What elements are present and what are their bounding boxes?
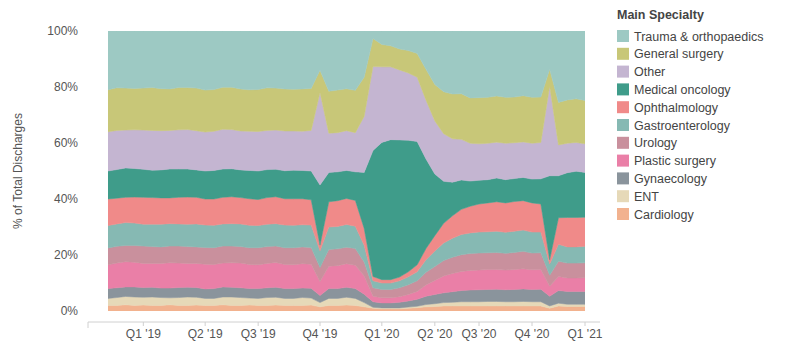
area: [108, 223, 585, 290]
legend-label: Ophthalmology: [634, 101, 719, 115]
x-tick: [381, 322, 382, 326]
x-tick: [143, 322, 144, 326]
legend-swatch: [617, 101, 629, 113]
x-axis-end: [88, 322, 89, 328]
legend-label: Urology: [634, 136, 678, 150]
legend-swatch: [617, 66, 629, 78]
x-tick: [320, 322, 321, 326]
chart: Q1 '19 Q2 '19 Q3 '19 Q4 '19 Q1 '20 Q2 '20 Q3 '…: [0, 0, 800, 355]
x-tick-label: Q2 '19: [188, 327, 223, 341]
x-tick-label: Q3 '19: [241, 327, 276, 341]
x-tick: [434, 322, 435, 326]
x-tick-label: Q4 '19: [303, 327, 338, 341]
legend-swatch: [617, 48, 629, 60]
legend-swatch: [617, 119, 629, 131]
x-tick: [205, 322, 206, 326]
legend-label: Trauma & orthopaedics: [634, 30, 763, 44]
legend-swatch: [617, 190, 629, 202]
legend-swatch: [617, 155, 629, 167]
y-tick-label: 100%: [47, 24, 78, 38]
area: [108, 287, 585, 308]
legend-swatch: [617, 137, 629, 149]
legend-label: General surgery: [634, 47, 724, 61]
legend-label: Gynaecology: [634, 172, 708, 186]
legend-label: Gastroenterology: [634, 119, 731, 133]
y-tick-label: 80%: [54, 80, 78, 94]
legend: Main Specialty Trauma & orthopaedics Gener…: [617, 8, 763, 222]
x-tick-label: Q3 '20: [462, 327, 497, 341]
legend-swatch: [617, 172, 629, 184]
x-tick-label: Q1 '20: [364, 327, 399, 341]
legend-label: Other: [634, 65, 665, 79]
legend-label: Cardiology: [634, 208, 695, 222]
areas: [108, 31, 585, 311]
legend-label: ENT: [634, 190, 659, 204]
x-axis-line: [88, 322, 600, 323]
legend-swatch: [617, 30, 629, 42]
y-tick-label: 60%: [54, 136, 78, 150]
legend-swatch: [617, 83, 629, 95]
x-tick-label: Q2 '20: [417, 327, 452, 341]
x-tick-label: Q1 '21: [568, 327, 603, 341]
y-tick-label: 40%: [54, 192, 78, 206]
y-tick-label: 20%: [54, 248, 78, 262]
x-tick-label: Q4 '20: [515, 327, 550, 341]
area: [108, 245, 585, 297]
y-tick-label: 0%: [61, 304, 79, 318]
legend-title: Main Specialty: [617, 8, 704, 22]
area: [108, 197, 585, 283]
x-tick: [479, 322, 480, 326]
legend-label: Plastic surgery: [634, 154, 717, 168]
legend-label: Medical oncology: [634, 83, 731, 97]
area: [108, 31, 585, 102]
x-tick: [585, 322, 586, 326]
y-axis-label: % of Total Discharges: [11, 113, 25, 229]
x-tick-label: Q1 '19: [126, 327, 161, 341]
x-tick: [532, 322, 533, 326]
legend-swatch: [617, 208, 629, 220]
x-tick: [258, 322, 259, 326]
